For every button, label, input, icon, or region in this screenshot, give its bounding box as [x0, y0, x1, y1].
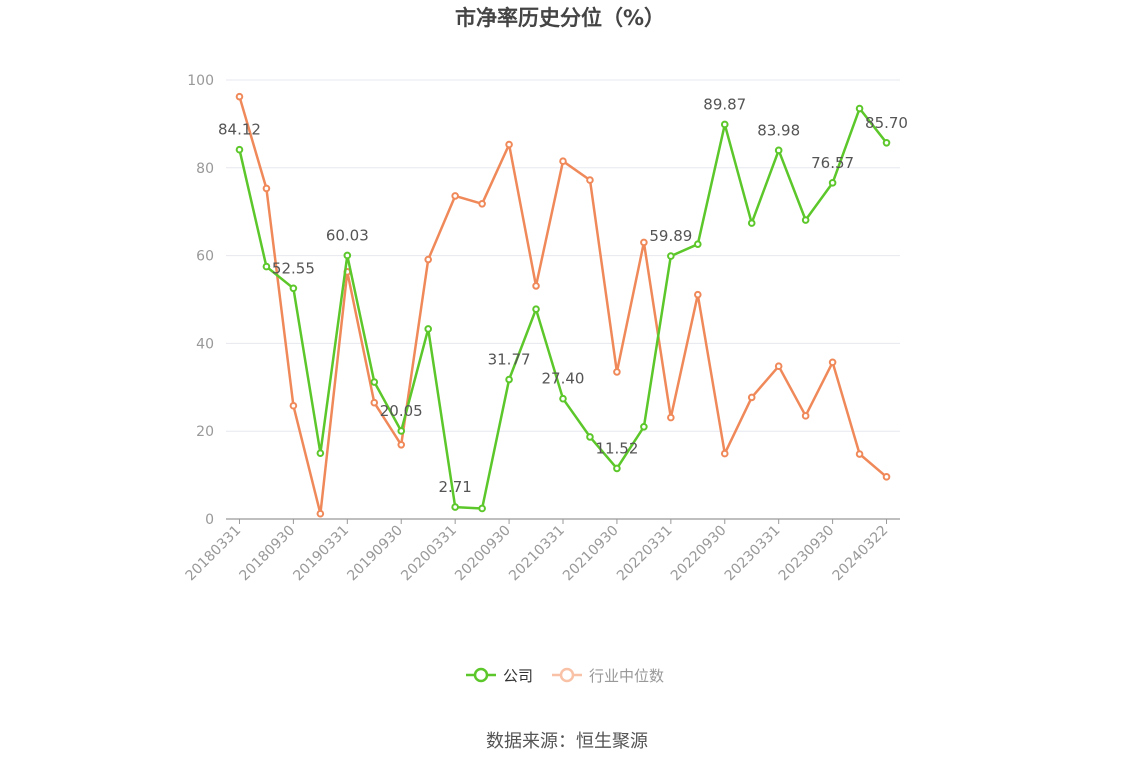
data-point[interactable]: [316, 509, 325, 518]
x-tick-label: 20190930: [344, 523, 406, 585]
legend-label: 公司: [503, 667, 533, 685]
legend-item-1[interactable]: 行业中位数: [552, 667, 664, 685]
data-label: 89.87: [703, 95, 746, 113]
data-point[interactable]: [613, 368, 621, 376]
data-point[interactable]: [235, 92, 244, 101]
data-point[interactable]: [774, 362, 783, 371]
chart-title: 市净率历史分位（%）: [455, 6, 665, 30]
legend[interactable]: 公司 行业中位数: [466, 667, 664, 685]
data-point[interactable]: [289, 284, 298, 293]
data-point[interactable]: [505, 140, 513, 149]
data-point[interactable]: [532, 282, 540, 290]
data-point[interactable]: [586, 433, 594, 441]
data-label: 83.98: [757, 121, 800, 139]
data-point[interactable]: [451, 503, 459, 511]
data-label: 20.05: [380, 402, 423, 420]
y-tick-label: 80: [196, 161, 214, 177]
series-group: [235, 92, 891, 518]
data-label: 31.77: [488, 351, 531, 369]
data-label: 60.03: [326, 226, 369, 244]
x-tick-label: 20220930: [668, 523, 730, 585]
y-tick-label: 40: [196, 336, 214, 352]
data-label: 2.71: [438, 478, 471, 496]
data-point[interactable]: [720, 120, 729, 129]
data-point[interactable]: [532, 305, 540, 313]
data-point[interactable]: [801, 412, 810, 420]
data-point[interactable]: [694, 290, 702, 299]
data-point[interactable]: [451, 192, 459, 200]
data-label: 27.40: [542, 370, 585, 388]
source-text: 数据来源：恒生聚源: [486, 731, 648, 752]
data-point[interactable]: [667, 252, 675, 260]
data-point[interactable]: [424, 255, 433, 264]
data-label: 84.12: [218, 121, 261, 139]
y-tick-label: 0: [205, 512, 214, 528]
data-labels: 84.12 52.55 60.03 20.05 2.71 31.77 27.40 11.52 5…: [218, 95, 908, 496]
data-point[interactable]: [478, 199, 486, 208]
data-label: 85.70: [865, 114, 908, 132]
data-label: 76.57: [811, 154, 854, 172]
legend-item-0[interactable]: 公司: [466, 667, 533, 685]
data-point[interactable]: [559, 157, 567, 166]
data-point[interactable]: [559, 394, 567, 403]
data-point[interactable]: [640, 423, 648, 431]
x-tick-label: 20240322: [830, 523, 892, 585]
data-label: 11.52: [595, 439, 638, 457]
data-point[interactable]: [640, 238, 648, 247]
x-tick-label: 20180331: [183, 523, 245, 585]
data-point[interactable]: [747, 219, 756, 227]
data-point[interactable]: [262, 184, 271, 193]
data-point[interactable]: [801, 216, 810, 224]
legend-label: 行业中位数: [589, 667, 664, 685]
data-point[interactable]: [613, 464, 621, 473]
data-point[interactable]: [316, 449, 325, 457]
data-point[interactable]: [397, 427, 406, 435]
data-point[interactable]: [370, 378, 379, 386]
data-point[interactable]: [586, 176, 594, 184]
data-point[interactable]: [397, 441, 406, 449]
data-point[interactable]: [828, 358, 837, 367]
data-label: 52.55: [272, 259, 315, 277]
x-tick-label: 20210930: [560, 523, 622, 585]
x-axis: 2018033120180930201903312019093020200331…: [183, 518, 900, 585]
legend-marker: [473, 667, 489, 683]
y-tick-label: 60: [196, 249, 214, 265]
data-point[interactable]: [505, 375, 513, 384]
y-axis: 0 20 40 60 80 100: [187, 73, 214, 528]
x-tick-label: 20230930: [776, 523, 838, 585]
data-point[interactable]: [424, 325, 433, 333]
series-line-0: [238, 107, 888, 510]
data-point[interactable]: [774, 146, 783, 155]
x-tick-label: 20190331: [290, 523, 352, 585]
x-tick-label: 20220331: [614, 523, 676, 585]
data-point[interactable]: [720, 449, 729, 458]
data-point[interactable]: [478, 504, 486, 513]
x-tick-label: 20200930: [452, 523, 514, 585]
y-tick-label: 20: [196, 424, 214, 440]
x-tick-label: 20180930: [237, 523, 299, 585]
data-point[interactable]: [855, 104, 864, 113]
data-point[interactable]: [882, 473, 891, 481]
data-label: 59.89: [649, 227, 692, 245]
data-point[interactable]: [828, 179, 837, 187]
legend-marker: [559, 667, 575, 683]
x-tick-label: 20200331: [398, 523, 460, 585]
data-point[interactable]: [343, 251, 352, 260]
y-tick-label: 100: [187, 73, 214, 89]
data-point[interactable]: [370, 398, 379, 407]
data-point[interactable]: [289, 401, 298, 410]
x-tick-label: 20210331: [506, 523, 568, 585]
data-point[interactable]: [262, 262, 271, 271]
data-point[interactable]: [667, 413, 675, 422]
data-point[interactable]: [694, 240, 702, 248]
x-tick-label: 20230331: [722, 523, 784, 585]
data-point[interactable]: [747, 393, 756, 402]
data-point[interactable]: [235, 145, 244, 154]
data-point[interactable]: [882, 138, 891, 147]
data-point[interactable]: [855, 450, 864, 458]
